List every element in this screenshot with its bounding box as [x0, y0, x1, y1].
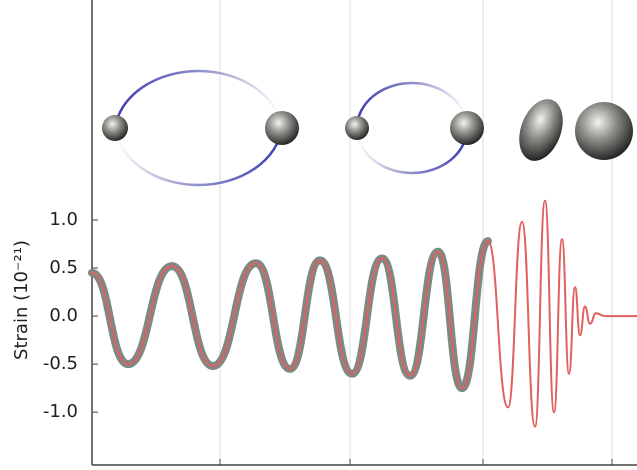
merging-black-hole — [519, 99, 563, 161]
strain-line — [91, 199, 637, 428]
black-hole — [450, 111, 484, 145]
y-tick-label: -1.0 — [43, 401, 78, 422]
strain-line — [88, 237, 492, 393]
black-hole — [265, 111, 299, 145]
black-hole — [345, 116, 369, 140]
grid — [219, 0, 613, 465]
orbit — [355, 127, 469, 175]
orbit — [113, 69, 284, 129]
y-tick-label: 0.0 — [49, 305, 78, 326]
illustration — [102, 69, 633, 187]
y-axis-label: Strain (10⁻²¹) — [11, 240, 32, 360]
orbit — [355, 81, 469, 129]
y-tick-label: 1.0 — [49, 209, 78, 230]
y-tick-label: 0.5 — [49, 257, 78, 278]
orbit — [113, 127, 284, 187]
black-hole — [102, 115, 128, 141]
y-tick-label: -0.5 — [43, 353, 78, 374]
final-black-hole — [575, 102, 633, 160]
